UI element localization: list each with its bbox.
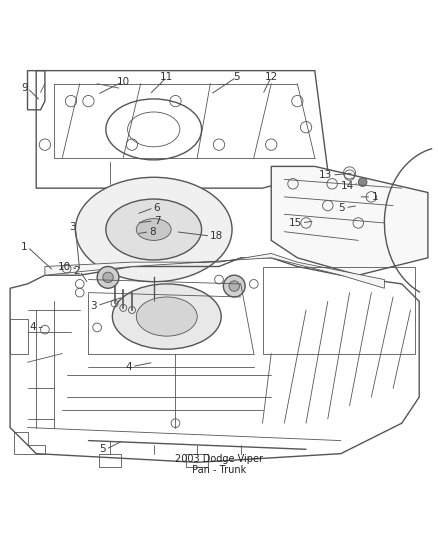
Ellipse shape [136, 219, 171, 240]
Text: 1: 1 [371, 192, 378, 202]
Polygon shape [271, 166, 428, 275]
Text: 18: 18 [210, 231, 223, 241]
Text: 5: 5 [233, 72, 240, 82]
Ellipse shape [106, 199, 201, 260]
Circle shape [223, 275, 245, 297]
Text: 3: 3 [69, 222, 75, 232]
Circle shape [97, 266, 119, 288]
Ellipse shape [136, 297, 197, 336]
Text: 14: 14 [341, 181, 354, 191]
Text: 15: 15 [289, 218, 302, 228]
Text: 5: 5 [339, 203, 345, 213]
Text: 4: 4 [125, 361, 132, 372]
Text: 10: 10 [58, 262, 71, 271]
Text: 6: 6 [154, 203, 160, 213]
Text: 9: 9 [21, 83, 28, 93]
Ellipse shape [113, 284, 221, 349]
Text: 8: 8 [149, 227, 156, 237]
Circle shape [103, 272, 113, 282]
Text: 5: 5 [99, 445, 106, 454]
Text: 10: 10 [117, 77, 130, 86]
Polygon shape [45, 254, 385, 288]
Text: 7: 7 [154, 216, 160, 226]
Text: 13: 13 [319, 170, 332, 180]
Text: 2: 2 [73, 266, 80, 276]
Text: 2003 Dodge Viper
Pan - Trunk: 2003 Dodge Viper Pan - Trunk [175, 454, 263, 475]
Text: 1: 1 [21, 242, 28, 252]
Ellipse shape [75, 177, 232, 282]
Circle shape [229, 281, 240, 292]
Text: 11: 11 [160, 72, 173, 82]
Circle shape [358, 177, 367, 187]
Text: 12: 12 [265, 72, 278, 82]
Text: 3: 3 [91, 301, 97, 311]
Text: 4: 4 [30, 322, 36, 333]
